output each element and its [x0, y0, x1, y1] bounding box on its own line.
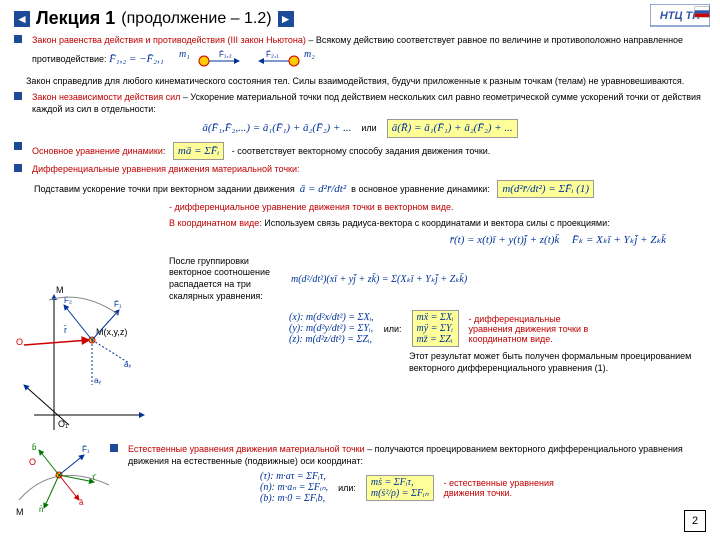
svg-text:O: O	[16, 337, 23, 347]
bullet-icon	[14, 164, 22, 172]
coord-desc: - дифференциальные уравнения движения то…	[469, 314, 599, 344]
logo: НТЦ ТП	[650, 4, 710, 40]
sys-left: (x): m(d²x/dt²) = ΣXᵢ, (y): m(d²y/dt²) =…	[289, 312, 374, 345]
section-main-eq: Основное уравнение динамики: mā = ΣF̄ᵢ -…	[14, 142, 706, 160]
svg-text:M: M	[16, 507, 24, 517]
next-arrow-icon[interactable]: ►	[278, 11, 294, 27]
svg-text:aₓ: aₓ	[124, 360, 131, 369]
nat-desc: - естественные уравнения движения точки.	[444, 478, 564, 498]
note-newton3: Закон справедлив для любого кинематическ…	[26, 76, 706, 88]
sys-box: mẍ = ΣXᵢ mÿ = ΣYᵢ mz̈ = ΣZᵢ	[412, 310, 459, 347]
svg-text:O: O	[29, 457, 36, 467]
page-number: 2	[684, 510, 706, 532]
diff-eq-line1: Подставим ускорение точки при векторном …	[34, 180, 706, 198]
svg-text:M(x,y,z): M(x,y,z)	[96, 327, 127, 337]
svg-text:F̄₁: F̄₁	[82, 445, 90, 454]
svg-text:F̄₂,₁: F̄₂,₁	[266, 50, 279, 59]
section-natural: Естественные уравнения движения материал…	[110, 444, 700, 467]
section-independence: Закон независимости действия сил – Ускор…	[14, 92, 706, 115]
svg-text:aᵧ: aᵧ	[94, 376, 101, 385]
mass-diagram: m₁ F̄₁,₂ F̄₂,₁ m₂	[174, 47, 324, 73]
section-diff-eq: Дифференциальные уравнения движения мате…	[14, 164, 706, 176]
vector-diagram: O₁ O r̄ M(x,y,z) M F̄₁ F̄₂ aᵧ aₓ	[14, 285, 154, 435]
svg-text:m₂: m₂	[304, 49, 315, 60]
formula-independence: ā(F̄₁,F̄₂,...) = ā₁(F̄₁) + ā₂(F̄₂) + ...…	[14, 119, 706, 137]
svg-text:r̄: r̄	[63, 325, 67, 335]
svg-text:M: M	[56, 285, 64, 295]
bullet-icon	[14, 35, 22, 43]
formula-newton3: F̄₁,₂ = −F̄₂,₁	[109, 53, 164, 65]
section-newton3: Закон равенства действия и противодейств…	[14, 35, 706, 72]
svg-text:F̄₁: F̄₁	[114, 300, 122, 309]
mid-formula: m(d²/dt²)(xī + yj̄ + zk̄) = Σ(Xₖī + Yₖj̄…	[291, 274, 467, 285]
bullet-icon	[110, 444, 118, 452]
svg-text:F̄₁,₂: F̄₁,₂	[219, 50, 232, 59]
prev-arrow-icon[interactable]: ◄	[14, 11, 30, 27]
vec-eq-desc: - дифференциальное уравнение движения то…	[169, 202, 706, 214]
heading-newton3: Закон равенства действия и противодейств…	[32, 35, 306, 45]
svg-text:n̄: n̄	[39, 505, 43, 514]
natural-axes-diagram: M O τ̄ n̄ b̄ F̄₁ ā	[14, 440, 114, 520]
nat-sys: (τ): m·aτ = ΣFᵢτ, (n): m·aₙ = ΣFᵢₙ, (b):…	[260, 471, 328, 504]
bullet-icon	[14, 92, 22, 100]
page-title: ◄ Лекция 1 (продолжение – 1.2) ►	[14, 8, 706, 29]
svg-text:b̄: b̄	[32, 443, 37, 452]
coord-intro: В координатном виде: Используем связь ра…	[169, 218, 706, 230]
svg-text:m₁: m₁	[179, 49, 190, 60]
nat-box: mṡ = ΣFᵢτ, m(ṡ²/ρ) = ΣFᵢₙ	[366, 475, 434, 501]
svg-text:τ̄: τ̄	[92, 473, 97, 482]
svg-text:ā: ā	[79, 498, 84, 507]
result-note: Этот результат может быть получен формал…	[409, 351, 706, 374]
coord-formulas: r̄(t) = x(t)ī + y(t)j̄ + z(t)k̄ F̄ₖ = Xₖ…	[169, 233, 706, 247]
group-text: После группировки векторное соотношение …	[169, 256, 279, 303]
formula-main: mā = ΣF̄ᵢ	[173, 142, 224, 160]
bullet-icon	[14, 142, 22, 150]
svg-text:O₁: O₁	[58, 419, 68, 429]
